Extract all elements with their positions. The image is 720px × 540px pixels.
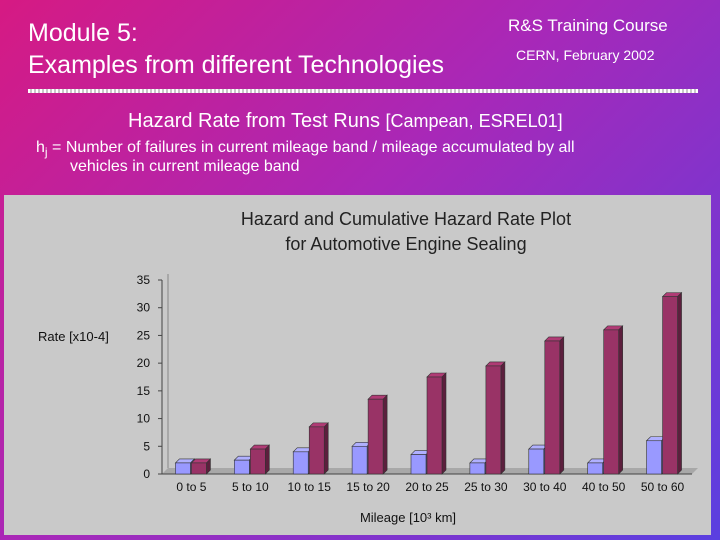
- course-date: CERN, February 2002: [516, 47, 655, 63]
- course-name: R&S Training Course: [508, 16, 668, 35]
- bar: [367, 398, 384, 475]
- x-tick-label: 30 to 40: [523, 480, 567, 494]
- formula-text: = Number of failures in current mileage …: [47, 139, 575, 156]
- bar-side: [265, 444, 270, 475]
- x-tick-label: 5 to 10: [232, 480, 269, 494]
- slide-heading: Hazard Rate from Test Runs [Campean, ESR…: [128, 110, 563, 133]
- bar: [351, 445, 368, 475]
- bar: [175, 462, 191, 475]
- bar: [662, 296, 678, 475]
- y-tick-label: 25: [137, 328, 151, 342]
- bar: [308, 426, 325, 475]
- bar: [250, 448, 266, 475]
- y-axis-label: Rate [x10-4]: [38, 329, 109, 344]
- bar: [292, 451, 309, 475]
- x-tick-label: 25 to 30: [464, 480, 508, 494]
- y-tick-label: 20: [137, 356, 151, 370]
- bar: [469, 462, 486, 475]
- hazard-rate-chart: Hazard and Cumulative Hazard Rate Plot f…: [38, 209, 698, 525]
- chart-panel: Hazard and Cumulative Hazard Rate Plot f…: [4, 195, 711, 535]
- bar: [587, 462, 603, 475]
- y-tick-label: 0: [143, 467, 150, 481]
- x-tick-label: 10 to 15: [288, 480, 332, 494]
- module-title: Module 5:: [28, 19, 138, 47]
- y-tick-label: 30: [137, 301, 151, 315]
- slide-heading-text: Hazard Rate from Test Runs: [128, 110, 380, 132]
- bar: [410, 454, 427, 475]
- bar: [485, 365, 502, 475]
- bar: [426, 376, 443, 475]
- formula-symbol: h: [36, 139, 45, 156]
- bar-side: [500, 361, 506, 475]
- y-tick-label: 35: [137, 273, 151, 287]
- x-tick-label: 0 to 5: [176, 480, 206, 494]
- x-tick-label: 40 to 50: [582, 480, 626, 494]
- bar: [528, 448, 545, 475]
- x-tick-label: 20 to 25: [405, 480, 449, 494]
- module-subtitle: Examples from different Technologies: [28, 51, 444, 79]
- y-tick-label: 15: [137, 384, 151, 398]
- plot-area: 0 5 10 15 20 25 30 35 0 to 5 5 to 10 10 to 15 15 to…: [137, 273, 698, 494]
- bar-side: [323, 422, 329, 475]
- x-tick-label: 15 to 20: [346, 480, 390, 494]
- x-tick-label: 50 to 60: [641, 480, 685, 494]
- formula-subscript: j: [44, 145, 48, 160]
- bar-side: [677, 291, 682, 475]
- x-axis-label: Mileage [10³ km]: [360, 510, 456, 525]
- y-tick-label: 10: [137, 412, 151, 426]
- chart-title-line-1: Hazard and Cumulative Hazard Rate Plot: [241, 209, 571, 229]
- bar-side: [441, 372, 447, 475]
- formula-line-1: hj = Number of failures in current milea…: [36, 138, 575, 162]
- bar: [191, 462, 207, 475]
- chart-title-line-2: for Automotive Engine Sealing: [285, 234, 526, 254]
- header-divider: [28, 89, 698, 93]
- bar: [234, 459, 250, 475]
- bar-side: [559, 336, 565, 475]
- bar-side: [618, 325, 623, 475]
- bar: [646, 440, 662, 475]
- y-tick-label: 5: [143, 439, 150, 453]
- formula-line-2: vehicles in current mileage band: [70, 158, 300, 175]
- bar: [603, 329, 619, 475]
- bar: [544, 340, 561, 475]
- slide-reference: [Campean, ESREL01]: [385, 111, 563, 131]
- bar-side: [382, 394, 388, 475]
